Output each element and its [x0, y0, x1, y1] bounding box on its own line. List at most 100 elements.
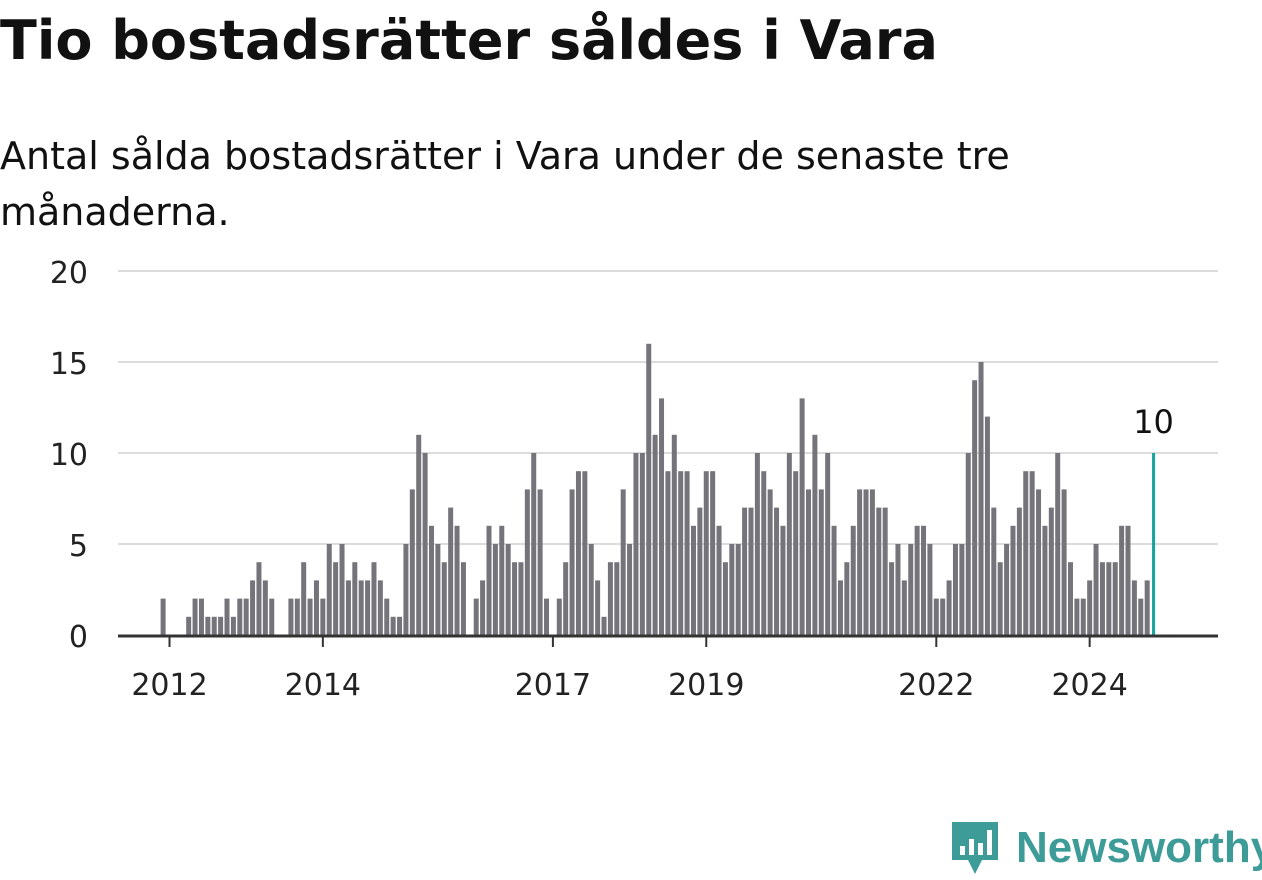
bar — [441, 562, 447, 635]
bar — [556, 598, 562, 635]
bar — [1080, 598, 1086, 635]
bar — [499, 525, 505, 635]
bar — [952, 544, 958, 635]
bar — [940, 598, 946, 635]
bar — [160, 598, 166, 635]
bar — [959, 544, 965, 635]
chart-title: Tio bostadsrätter såldes i Vara — [0, 9, 938, 72]
highlight-value-label: 10 — [1133, 403, 1174, 441]
x-tick-label: 2024 — [1051, 668, 1127, 703]
y-tick-label: 15 — [50, 347, 88, 382]
bar — [218, 616, 224, 635]
bar — [345, 580, 351, 635]
bar — [620, 489, 626, 635]
newsworthy-logo-icon — [952, 822, 998, 874]
bar — [607, 562, 613, 635]
bar — [716, 525, 722, 635]
newsworthy-logo: Newsworthy — [948, 816, 1262, 880]
bar — [428, 525, 434, 635]
bar — [460, 562, 466, 635]
bar — [793, 471, 799, 635]
bar — [774, 507, 780, 635]
bar — [857, 489, 863, 635]
bar — [908, 544, 914, 635]
y-tick-label: 0 — [69, 620, 88, 655]
bar — [365, 580, 371, 635]
bar — [780, 525, 786, 635]
bar — [946, 580, 952, 635]
bar — [837, 580, 843, 635]
bar — [997, 562, 1003, 635]
bar — [965, 453, 971, 635]
bar — [250, 580, 256, 635]
bar — [492, 544, 498, 635]
bar — [1131, 580, 1137, 635]
bar — [972, 380, 978, 635]
bar — [390, 616, 396, 635]
bar — [435, 544, 441, 635]
bar — [818, 489, 824, 635]
bar — [659, 398, 665, 635]
bar — [320, 598, 326, 635]
bar — [230, 616, 236, 635]
bar — [198, 598, 204, 635]
x-tick-label: 2019 — [668, 668, 744, 703]
bar — [582, 471, 588, 635]
bar — [799, 398, 805, 635]
bar — [339, 544, 345, 635]
bar — [850, 525, 856, 635]
bar — [1112, 562, 1118, 635]
bar — [1061, 489, 1067, 635]
bar — [403, 544, 409, 635]
bar — [863, 489, 869, 635]
bar — [742, 507, 748, 635]
bar — [933, 598, 939, 635]
bar — [448, 507, 454, 635]
bar — [288, 598, 294, 635]
bar — [409, 489, 415, 635]
bar — [876, 507, 882, 635]
bar — [690, 525, 696, 635]
bar — [984, 416, 990, 635]
bar — [186, 616, 192, 635]
bar — [211, 616, 217, 635]
bar — [192, 598, 198, 635]
bar — [326, 544, 332, 635]
bar — [786, 453, 792, 635]
bar — [384, 598, 390, 635]
bar — [307, 598, 313, 635]
bar — [754, 453, 760, 635]
bar — [978, 362, 984, 635]
bar — [313, 580, 319, 635]
bar — [729, 544, 735, 635]
bar — [806, 489, 811, 635]
bar — [416, 434, 422, 635]
bar — [1125, 525, 1131, 635]
bar — [697, 507, 703, 635]
bar — [825, 453, 831, 635]
x-tick-label: 2012 — [131, 668, 207, 703]
bar — [531, 453, 537, 635]
bar — [678, 471, 684, 635]
bar — [262, 580, 268, 635]
bar — [812, 434, 818, 635]
y-tick-label: 20 — [50, 256, 88, 291]
bar — [1106, 562, 1112, 635]
bar — [1010, 525, 1016, 635]
bar — [627, 544, 633, 635]
bar — [882, 507, 888, 635]
y-tick-label: 10 — [50, 438, 88, 473]
bar — [1016, 507, 1022, 635]
bar — [1067, 562, 1073, 635]
bar — [889, 562, 895, 635]
bar — [1138, 598, 1144, 635]
bar — [901, 580, 907, 635]
bar — [1042, 525, 1048, 635]
y-tick-label: 5 — [69, 529, 88, 564]
chart-subtitle: Antal sålda bostadsrätter i Vara under d… — [0, 134, 1010, 234]
bar — [422, 453, 428, 635]
bar — [371, 562, 377, 635]
bar — [1048, 507, 1054, 635]
bar — [397, 616, 403, 635]
